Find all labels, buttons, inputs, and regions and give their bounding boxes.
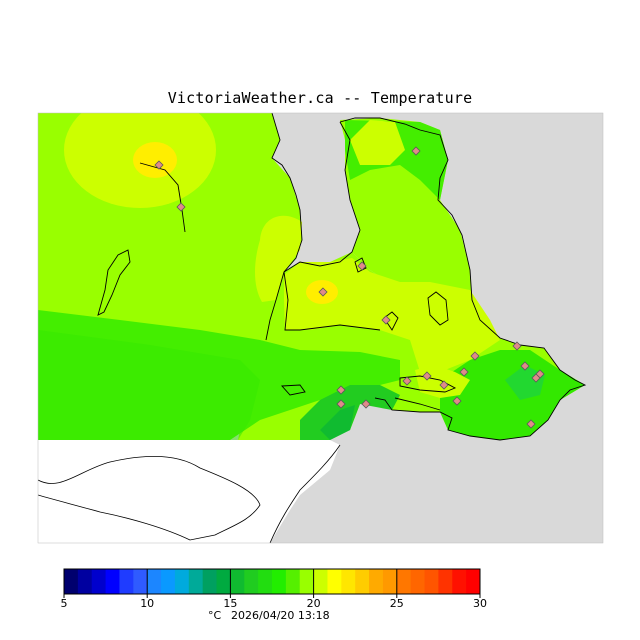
legend-tick-label: 5 (61, 597, 68, 610)
coastlines (97, 113, 587, 441)
legend-tick-label: 20 (307, 597, 321, 610)
weather-station-marker[interactable] (411, 146, 421, 156)
legend-color-cell (188, 569, 204, 594)
legend-color-cell (119, 569, 134, 594)
legend-color-cell (299, 569, 315, 594)
legend-color-cell (272, 569, 287, 594)
legend-color-cell (64, 569, 79, 594)
legend-color-cell (161, 569, 176, 594)
weather-station-marker[interactable] (336, 385, 346, 395)
legend-tick-label: 30 (473, 597, 487, 610)
weather-station-marker[interactable] (154, 160, 164, 170)
legend-color-cell (341, 569, 356, 594)
legend-color-cell (410, 569, 426, 594)
weather-station-marker[interactable] (526, 419, 536, 429)
weather-station-marker[interactable] (459, 367, 469, 377)
weather-station-marker[interactable] (318, 287, 328, 297)
legend-color-cell (244, 569, 259, 594)
weather-station-marker[interactable] (361, 399, 371, 409)
legend-color-cell (77, 569, 93, 594)
legend-color-cell (382, 569, 398, 594)
weather-station-marker[interactable] (470, 351, 480, 361)
map-frame (37, 112, 604, 544)
legend-color-cell (174, 569, 190, 594)
legend-color-cell (105, 569, 120, 594)
legend-color-cell (147, 569, 162, 594)
legend-color-cell (327, 569, 342, 594)
legend-tick-label: 25 (390, 597, 404, 610)
legend-color-cell (424, 569, 439, 594)
legend-color-cell (466, 569, 481, 594)
legend-color-cell (258, 569, 273, 594)
legend-color-cell (285, 569, 301, 594)
legend-color-cell (396, 569, 412, 594)
weather-station-marker[interactable] (512, 341, 522, 351)
legend-color-cell (91, 569, 107, 594)
legend-color-cell (202, 569, 218, 594)
weather-station-marker[interactable] (422, 371, 432, 381)
legend-color-cell (369, 569, 384, 594)
stations-layer (154, 146, 545, 429)
legend-unit: °C (208, 609, 222, 622)
temperature-field (38, 113, 585, 440)
legend-color-cell (216, 569, 231, 594)
weather-station-marker[interactable] (531, 373, 541, 383)
weather-station-marker[interactable] (176, 202, 186, 212)
weather-station-marker[interactable] (357, 261, 367, 271)
legend-timestamp: 2026/04/20 13:18 (231, 609, 330, 622)
weather-station-marker[interactable] (452, 396, 462, 406)
legend-color-cell (133, 569, 148, 594)
legend-color-cell (355, 569, 370, 594)
map-title: VictoriaWeather.ca -- Temperature (167, 89, 473, 107)
weather-station-marker[interactable] (520, 361, 530, 371)
legend-color-cell (438, 569, 453, 594)
legend-color-cell (230, 569, 245, 594)
weather-station-marker[interactable] (439, 380, 449, 390)
legend-tick-label: 10 (140, 597, 154, 610)
weather-station-marker[interactable] (336, 399, 346, 409)
weather-station-marker[interactable] (381, 315, 391, 325)
legend-tick-label: 15 (223, 597, 237, 610)
legend-color-cell (452, 569, 467, 594)
legend-color-cell (313, 569, 328, 594)
weather-station-marker[interactable] (402, 376, 412, 386)
